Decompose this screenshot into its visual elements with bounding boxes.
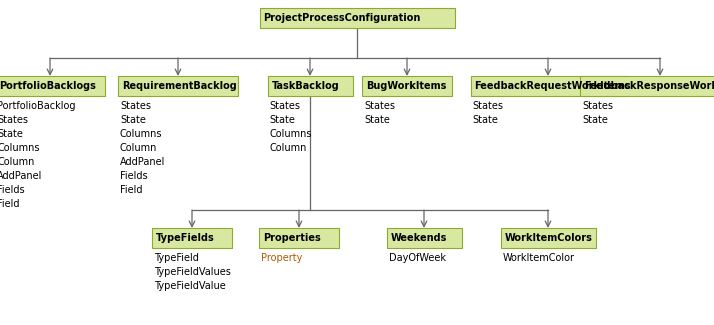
Text: AddPanel: AddPanel	[0, 171, 42, 181]
Text: AddPanel: AddPanel	[120, 157, 166, 167]
Text: Field: Field	[0, 199, 19, 209]
Text: State: State	[269, 115, 296, 125]
Text: DayOfWeek: DayOfWeek	[388, 253, 446, 263]
Text: TaskBacklog: TaskBacklog	[271, 81, 339, 91]
Text: States: States	[120, 101, 151, 111]
Text: TypeFields: TypeFields	[156, 233, 215, 243]
FancyBboxPatch shape	[118, 76, 238, 96]
Text: Columns: Columns	[269, 129, 312, 139]
FancyBboxPatch shape	[0, 76, 105, 96]
Text: State: State	[473, 115, 498, 125]
Text: State: State	[364, 115, 390, 125]
FancyBboxPatch shape	[268, 76, 353, 96]
Text: Columns: Columns	[0, 143, 39, 153]
Text: Property: Property	[261, 253, 302, 263]
FancyBboxPatch shape	[362, 76, 452, 96]
Text: Columns: Columns	[120, 129, 163, 139]
Text: WorkItemColor: WorkItemColor	[503, 253, 575, 263]
Text: TypeFieldValue: TypeFieldValue	[154, 281, 226, 291]
Text: ProjectProcessConfiguration: ProjectProcessConfiguration	[263, 13, 421, 23]
Text: WorkItemColors: WorkItemColors	[505, 233, 593, 243]
Text: FeedbackResponseWorkItems: FeedbackResponseWorkItems	[584, 81, 714, 91]
FancyBboxPatch shape	[471, 76, 625, 96]
Text: Fields: Fields	[0, 185, 24, 195]
Text: States: States	[364, 101, 395, 111]
Text: Column: Column	[269, 143, 307, 153]
FancyBboxPatch shape	[501, 228, 595, 248]
FancyBboxPatch shape	[152, 228, 232, 248]
Text: States: States	[0, 115, 28, 125]
Text: Fields: Fields	[120, 171, 148, 181]
Text: TypeField: TypeField	[154, 253, 199, 263]
Text: States: States	[473, 101, 503, 111]
Text: PortfolioBacklog: PortfolioBacklog	[0, 101, 76, 111]
Text: Weekends: Weekends	[391, 233, 447, 243]
Text: State: State	[120, 115, 146, 125]
Text: State: State	[0, 129, 23, 139]
Text: Column: Column	[120, 143, 157, 153]
Text: Column: Column	[0, 157, 34, 167]
Text: PortfolioBacklogs: PortfolioBacklogs	[0, 81, 96, 91]
FancyBboxPatch shape	[386, 228, 461, 248]
FancyBboxPatch shape	[259, 8, 455, 28]
Text: State: State	[582, 115, 608, 125]
Text: Properties: Properties	[263, 233, 321, 243]
Text: RequirementBacklog: RequirementBacklog	[122, 81, 237, 91]
Text: BugWorkItems: BugWorkItems	[366, 81, 446, 91]
Text: States: States	[269, 101, 301, 111]
Text: States: States	[582, 101, 613, 111]
Text: TypeFieldValues: TypeFieldValues	[154, 267, 231, 277]
FancyBboxPatch shape	[259, 228, 339, 248]
FancyBboxPatch shape	[580, 76, 714, 96]
Text: Field: Field	[120, 185, 143, 195]
Text: FeedbackRequestWorkItems: FeedbackRequestWorkItems	[475, 81, 631, 91]
